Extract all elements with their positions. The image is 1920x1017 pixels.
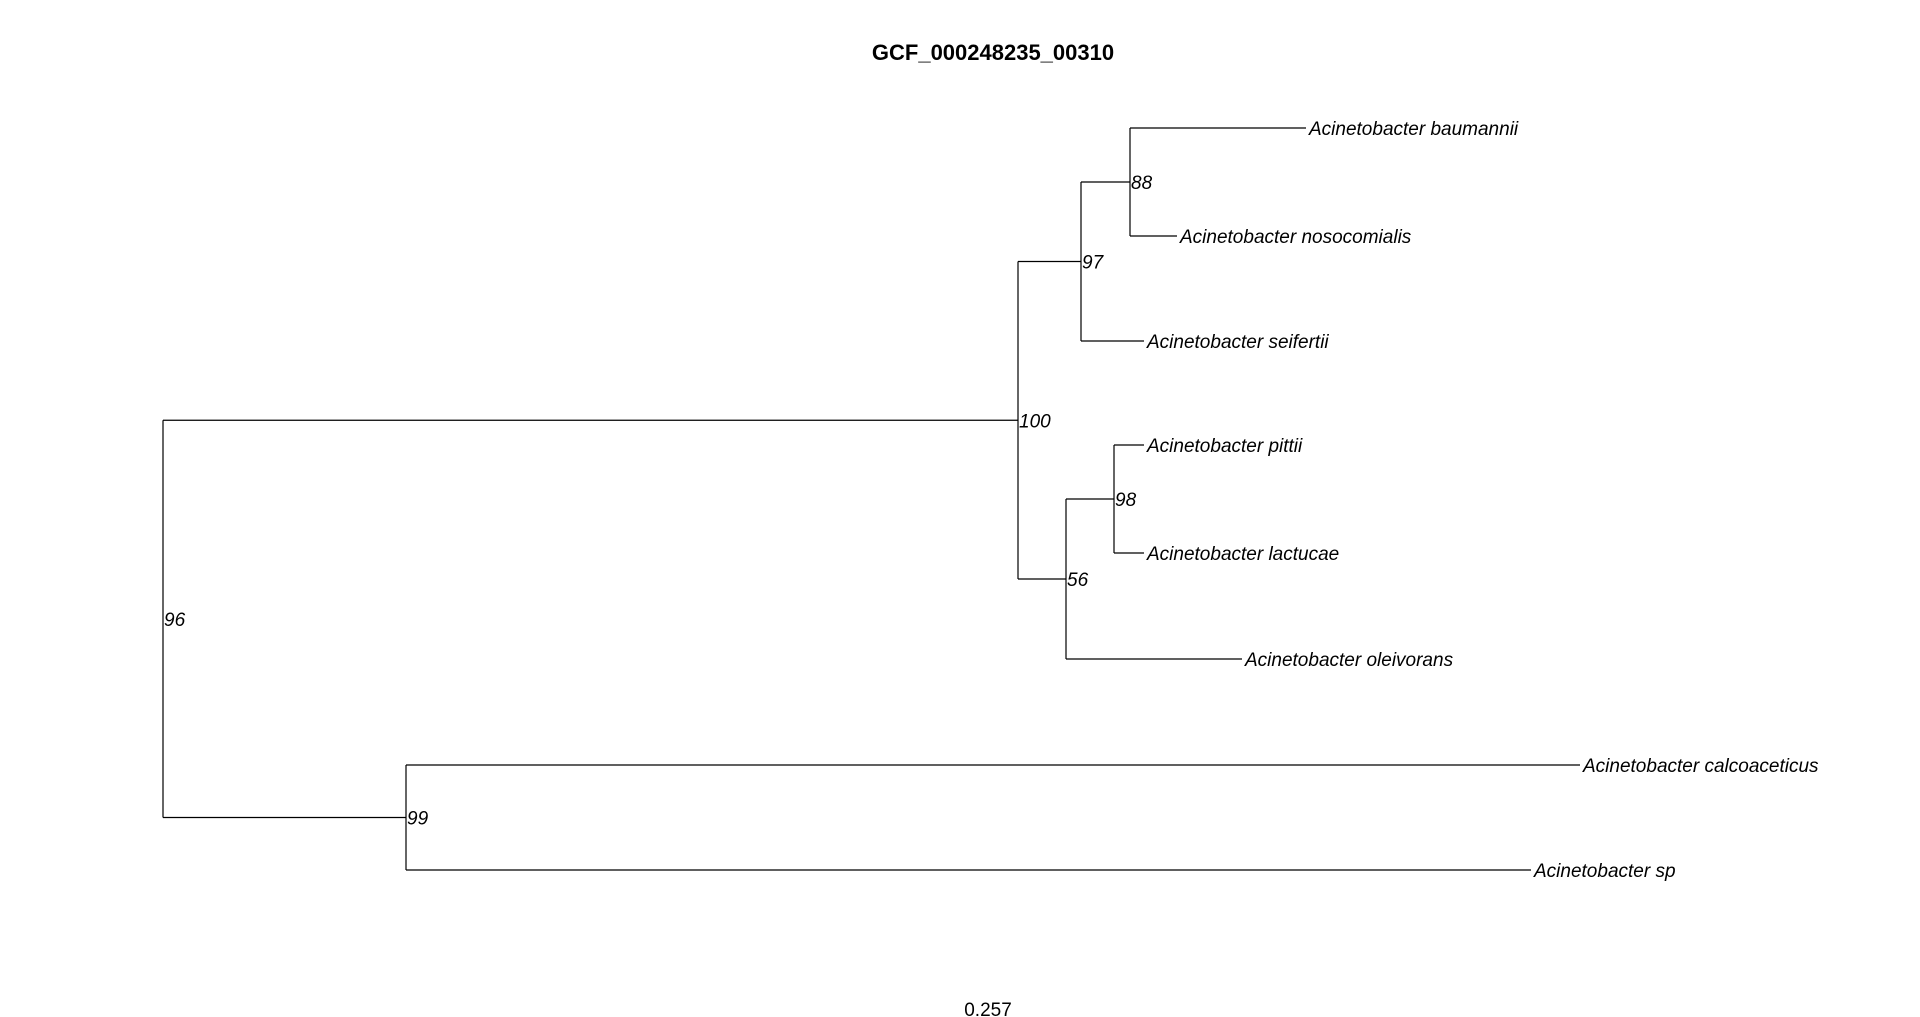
support-value: 99 (407, 809, 429, 830)
support-value: 98 (1115, 490, 1137, 511)
tip-label: Acinetobacter sp (1533, 861, 1676, 882)
support-value: 96 (164, 610, 186, 631)
tip-label: Acinetobacter lactucae (1146, 544, 1339, 565)
support-value: 56 (1067, 570, 1089, 591)
support-value: 88 (1131, 173, 1153, 194)
tree-labels: Acinetobacter baumannii Acinetobacter nos… (164, 119, 1819, 882)
tip-label: Acinetobacter oleivorans (1244, 650, 1454, 671)
tree-title: GCF_000248235_00310 (872, 40, 1114, 65)
support-value: 100 (1019, 411, 1051, 432)
tip-label: Acinetobacter pittii (1146, 436, 1303, 457)
tip-label: Acinetobacter nosocomialis (1179, 227, 1412, 248)
tip-label: Acinetobacter seifertii (1146, 332, 1329, 353)
tip-label: Acinetobacter calcoaceticus (1582, 756, 1819, 777)
tree-branches (162, 127, 1580, 871)
tip-label: Acinetobacter baumannii (1308, 119, 1519, 140)
support-value: 97 (1082, 253, 1105, 274)
scale-bar-label: 0.257 (964, 1000, 1012, 1017)
